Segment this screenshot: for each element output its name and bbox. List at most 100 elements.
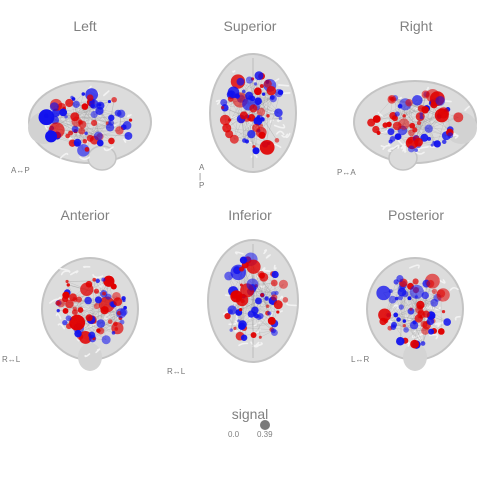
network-node (255, 297, 262, 305)
network-node (48, 129, 52, 133)
network-edge (77, 97, 91, 143)
network-node (254, 87, 262, 96)
network-node (240, 334, 248, 341)
network-node (90, 110, 98, 119)
network-edge (251, 112, 279, 118)
network-node (108, 137, 115, 145)
network-node (45, 130, 58, 143)
network-node (417, 310, 426, 319)
network-node (69, 293, 77, 302)
network-node (390, 96, 395, 102)
network-node (424, 124, 433, 133)
network-edge (404, 294, 406, 322)
network-node (107, 319, 113, 325)
network-node (117, 109, 126, 118)
network-node (93, 288, 100, 294)
network-node (257, 270, 265, 279)
network-node (431, 288, 438, 294)
network-node (396, 336, 405, 346)
network-node (38, 109, 55, 126)
network-node (72, 100, 80, 108)
network-node (393, 312, 399, 318)
network-node (65, 299, 74, 309)
network-node (237, 319, 241, 323)
network-node (65, 315, 72, 322)
network-node (428, 328, 435, 335)
brain-render-superior (209, 53, 297, 173)
network-node (246, 278, 259, 291)
network-node (437, 107, 450, 119)
network-node (73, 138, 82, 147)
network-node (229, 134, 239, 144)
network-node (265, 304, 270, 309)
network-node (240, 298, 245, 304)
network-edge (74, 280, 98, 313)
network-node (77, 307, 84, 313)
network-node (389, 136, 396, 142)
network-node (256, 115, 261, 119)
network-node (111, 96, 117, 103)
network-node (414, 148, 418, 153)
network-node (239, 308, 243, 312)
network-node (245, 91, 254, 100)
network-node (376, 130, 381, 136)
network-node (97, 327, 105, 335)
network-node (430, 143, 434, 147)
view-inferior: Inferior R↔L (167, 189, 333, 389)
view-left: Left A↔P (2, 0, 168, 200)
network-node (93, 303, 100, 310)
network-node (115, 126, 124, 135)
network-node (75, 296, 83, 303)
network-node (391, 115, 398, 122)
network-edge (86, 133, 129, 137)
network-node (222, 123, 232, 133)
legend-max-label: 0.39 (257, 430, 273, 439)
network-node (78, 127, 86, 135)
network-node (81, 92, 86, 96)
network-node (113, 297, 123, 307)
legend-size-marker (260, 420, 270, 430)
network-node (68, 130, 74, 136)
network-edge (405, 324, 424, 341)
view-anterior: Anterior R↔L (2, 189, 168, 389)
network-node (386, 121, 392, 128)
network-node (239, 111, 248, 120)
network-edge (51, 120, 131, 137)
network-edge (82, 102, 91, 125)
network-node (227, 86, 240, 99)
network-edge (375, 129, 411, 142)
network-node (77, 119, 83, 125)
network-edge (244, 106, 257, 141)
network-node (442, 139, 447, 145)
network-edge (111, 120, 131, 124)
network-nodes (38, 88, 133, 157)
orientation-label: L↔R (351, 355, 370, 364)
network-node (69, 314, 86, 331)
network-nodes (219, 71, 284, 155)
network-node (95, 278, 100, 284)
orientation-label: A | P (199, 163, 205, 190)
network-edge (400, 297, 424, 344)
network-node (397, 103, 403, 109)
network-node (419, 112, 424, 116)
network-edge (253, 313, 270, 336)
network-node (239, 256, 248, 264)
view-title: Right (399, 18, 433, 34)
network-node (233, 326, 237, 330)
network-node (256, 107, 266, 117)
network-node (263, 79, 272, 88)
network-node (86, 134, 94, 142)
network-node (408, 129, 415, 137)
network-edge (74, 116, 112, 124)
orientation-label: R↔L (167, 367, 186, 376)
network-node (90, 103, 96, 108)
network-node (379, 317, 387, 326)
network-node (119, 308, 128, 316)
cortex-surface (209, 53, 297, 173)
network-node (252, 147, 260, 155)
network-node (410, 339, 419, 349)
network-node (101, 277, 106, 282)
network-node (229, 328, 233, 332)
network-edge (395, 286, 411, 315)
network-node (261, 92, 266, 96)
